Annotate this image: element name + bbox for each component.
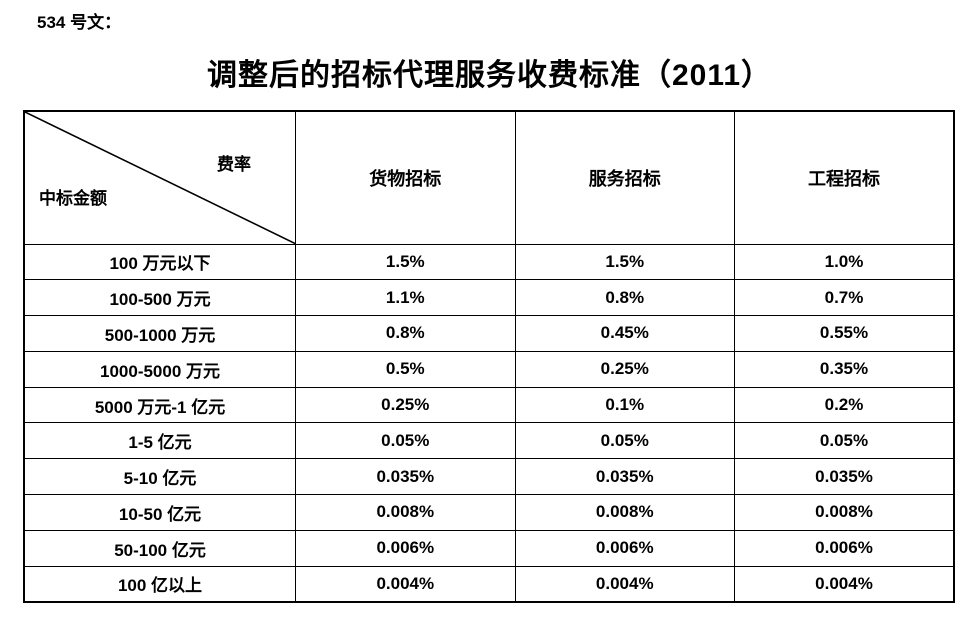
amount-tier-cell: 5-10 亿元: [23, 458, 297, 496]
goods-rate-cell: 1.5%: [295, 243, 516, 281]
corner-label-rate: 费率: [217, 155, 252, 174]
fee-rate-table: 费率 中标金额 货物招标 服务招标 工程招标 100 万元以下 1.5% 1.5…: [23, 110, 955, 603]
amount-tier-cell: 1000-5000 万元: [23, 350, 297, 388]
engineering-rate-cell: 0.2%: [733, 386, 955, 424]
document-number: 534 号文：: [37, 13, 122, 32]
diagonal-corner-cell: 费率 中标金额: [23, 110, 297, 245]
engineering-rate-cell: 0.55%: [733, 315, 955, 352]
table-row: 500-1000 万元 0.8% 0.45% 0.55%: [23, 315, 955, 352]
engineering-rate-cell: 0.006%: [733, 529, 955, 567]
amount-tier-cell: 100 万元以下: [23, 243, 297, 281]
engineering-rate-cell: 0.004%: [733, 565, 955, 603]
amount-tier-cell: 5000 万元-1 亿元: [23, 386, 297, 424]
goods-rate-cell: 0.05%: [295, 422, 516, 460]
engineering-rate-cell: 0.7%: [733, 279, 955, 317]
page-title: 调整后的招标代理服务收费标准（2011）: [206, 59, 773, 92]
column-header-goods: 货物招标: [295, 110, 516, 245]
service-rate-cell: 0.008%: [514, 494, 735, 531]
table-header-row: 费率 中标金额 货物招标 服务招标 工程招标: [23, 110, 955, 245]
goods-rate-cell: 0.8%: [295, 315, 516, 352]
table-row: 50-100 亿元 0.006% 0.006% 0.006%: [23, 529, 955, 567]
table-row: 100 亿以上 0.004% 0.004% 0.004%: [23, 565, 955, 603]
service-rate-cell: 0.004%: [514, 565, 735, 603]
amount-tier-cell: 50-100 亿元: [23, 529, 297, 567]
service-rate-cell: 0.45%: [514, 315, 735, 352]
service-rate-cell: 1.5%: [514, 243, 735, 281]
goods-rate-cell: 0.008%: [295, 494, 516, 531]
corner-label-amount: 中标金额: [39, 189, 107, 208]
engineering-rate-cell: 1.0%: [733, 243, 955, 281]
service-rate-cell: 0.1%: [514, 386, 735, 424]
engineering-rate-cell: 0.05%: [733, 422, 955, 460]
engineering-rate-cell: 0.035%: [733, 458, 955, 496]
engineering-rate-cell: 0.35%: [733, 350, 955, 388]
table-row: 10-50 亿元 0.008% 0.008% 0.008%: [23, 494, 955, 531]
amount-tier-cell: 100-500 万元: [23, 279, 297, 317]
amount-tier-cell: 10-50 亿元: [23, 494, 297, 531]
service-rate-cell: 0.006%: [514, 529, 735, 567]
service-rate-cell: 0.25%: [514, 350, 735, 388]
goods-rate-cell: 0.035%: [295, 458, 516, 496]
engineering-rate-cell: 0.008%: [733, 494, 955, 531]
goods-rate-cell: 0.5%: [295, 350, 516, 388]
table-row: 1000-5000 万元 0.5% 0.25% 0.35%: [23, 350, 955, 388]
column-header-service: 服务招标: [514, 110, 735, 245]
table-row: 100-500 万元 1.1% 0.8% 0.7%: [23, 279, 955, 317]
goods-rate-cell: 1.1%: [295, 279, 516, 317]
table-row: 1-5 亿元 0.05% 0.05% 0.05%: [23, 422, 955, 460]
column-header-engineering: 工程招标: [733, 110, 955, 245]
goods-rate-cell: 0.25%: [295, 386, 516, 424]
service-rate-cell: 0.8%: [514, 279, 735, 317]
service-rate-cell: 0.05%: [514, 422, 735, 460]
amount-tier-cell: 500-1000 万元: [23, 315, 297, 352]
table-row: 100 万元以下 1.5% 1.5% 1.0%: [23, 243, 955, 281]
service-rate-cell: 0.035%: [514, 458, 735, 496]
table-row: 5-10 亿元 0.035% 0.035% 0.035%: [23, 458, 955, 496]
amount-tier-cell: 1-5 亿元: [23, 422, 297, 460]
goods-rate-cell: 0.006%: [295, 529, 516, 567]
amount-tier-cell: 100 亿以上: [23, 565, 297, 603]
diagonal-divider-line: [25, 112, 295, 244]
goods-rate-cell: 0.004%: [295, 565, 516, 603]
table-row: 5000 万元-1 亿元 0.25% 0.1% 0.2%: [23, 386, 955, 424]
